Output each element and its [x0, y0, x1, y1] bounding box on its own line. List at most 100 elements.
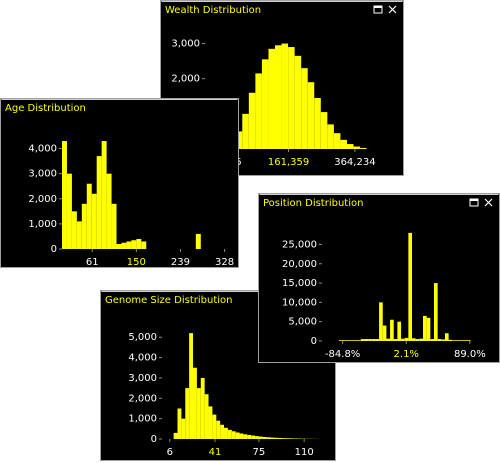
- histogram-bar: [270, 437, 275, 439]
- y-tick-label: 20,000: [282, 259, 317, 270]
- histogram-bar: [463, 340, 467, 341]
- window-title: Age Distribution: [5, 103, 86, 114]
- x-tick-label: 150: [127, 257, 146, 268]
- histogram-bar: [294, 55, 302, 150]
- histogram-bar: [412, 338, 416, 341]
- histogram-bar: [349, 340, 354, 341]
- histogram-bar: [278, 437, 283, 439]
- y-tick-label: 5,000: [288, 317, 317, 328]
- histogram-bar: [342, 340, 347, 341]
- histogram-bar: [401, 338, 405, 341]
- histogram-bar: [181, 418, 186, 439]
- x-tick-label: 161,359: [268, 157, 309, 168]
- histogram-bar: [91, 193, 97, 249]
- histogram-bar: [375, 339, 380, 341]
- close-button[interactable]: [388, 5, 397, 14]
- y-tick-label: 0: [51, 244, 57, 255]
- x-tick-label: 89.0%: [454, 349, 486, 360]
- histogram-bar: [247, 434, 252, 439]
- y-tick-label: 1,000: [128, 414, 157, 425]
- y-tick-label: 25,000: [282, 239, 317, 250]
- window-title: Genome Size Distribution: [105, 295, 232, 306]
- histogram-bar: [293, 438, 298, 439]
- histogram-bar: [289, 438, 294, 439]
- histogram-bar: [111, 203, 117, 249]
- histogram-bar: [433, 283, 438, 341]
- window-title: Position Distribution: [263, 198, 363, 209]
- histogram-bar: [173, 432, 178, 439]
- histogram-bar: [364, 339, 369, 341]
- y-tick-label: 0: [151, 434, 157, 445]
- histogram-bar: [360, 339, 365, 341]
- histogram-bar: [408, 232, 413, 341]
- histogram-bar: [404, 337, 409, 341]
- histogram-bar: [333, 133, 341, 149]
- histogram-bar: [426, 317, 431, 341]
- histogram-bar: [193, 367, 197, 439]
- histogram-bar: [255, 73, 262, 149]
- histogram-bar: [200, 377, 205, 439]
- histogram-bar: [121, 242, 127, 249]
- histogram-bar: [444, 333, 449, 341]
- histogram-bar: [208, 406, 213, 439]
- x-tick-label: -84.8%: [325, 349, 360, 360]
- histogram-bar: [288, 47, 295, 149]
- histogram-bar: [177, 408, 182, 439]
- y-tick-label: 5,000: [128, 332, 157, 343]
- histogram-bar: [204, 394, 209, 439]
- histogram-bar: [274, 437, 279, 439]
- y-tick-label: 10,000: [282, 297, 317, 308]
- histogram-bar: [185, 388, 190, 439]
- histogram-bar: [216, 420, 221, 439]
- histogram-bar: [379, 302, 383, 341]
- histogram-bar: [268, 48, 276, 150]
- histogram-bar: [346, 340, 350, 341]
- x-tick-label: 110: [295, 447, 314, 458]
- close-button[interactable]: [484, 198, 493, 207]
- y-tick-label: 4,000: [28, 144, 57, 155]
- y-tick-label: 2,000: [128, 393, 157, 404]
- histogram-bar: [220, 424, 225, 439]
- histogram-bar: [136, 238, 142, 249]
- histogram-bar: [448, 339, 453, 341]
- x-tick-label: 328: [215, 257, 234, 268]
- histogram-bar: [251, 435, 256, 439]
- histogram-bar: [452, 340, 456, 341]
- histogram-bar: [262, 436, 267, 439]
- histogram-bar: [141, 241, 147, 249]
- histogram-bar: [441, 339, 445, 341]
- histogram-bar: [96, 156, 102, 249]
- histogram-bar: [307, 82, 315, 149]
- histogram-bar: [235, 432, 240, 439]
- histogram-bar: [455, 340, 460, 341]
- histogram-bar: [327, 124, 334, 149]
- histogram-bar: [275, 45, 282, 149]
- histogram-bar: [346, 144, 354, 149]
- histogram-bar: [368, 339, 372, 341]
- histogram-bar: [235, 131, 243, 149]
- histogram-bar: [224, 427, 228, 439]
- x-tick-label: 6: [167, 447, 173, 458]
- histogram-bar: [106, 173, 112, 249]
- histogram-bar: [390, 319, 394, 341]
- y-tick-label: 4,000: [128, 353, 157, 364]
- window-frame: [0, 98, 239, 268]
- histogram-bar: [437, 339, 442, 341]
- histogram-bar: [353, 146, 361, 149]
- y-tick-label: 0: [311, 336, 317, 347]
- histogram-bar: [282, 438, 287, 439]
- histogram-bar: [371, 339, 376, 341]
- x-tick-label: 41: [209, 447, 222, 458]
- histogram-bar: [196, 388, 201, 439]
- histogram-bar: [81, 203, 87, 249]
- histogram-bar: [320, 112, 328, 149]
- histogram-bar: [301, 68, 308, 149]
- histogram-bar: [212, 414, 217, 439]
- y-tick-label: 15,000: [282, 278, 317, 289]
- histogram-bar: [338, 340, 343, 341]
- x-tick-label: 61: [86, 257, 99, 268]
- histogram-bar: [126, 241, 132, 249]
- histogram-bar: [71, 211, 77, 249]
